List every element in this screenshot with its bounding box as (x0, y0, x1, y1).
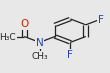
Text: N: N (36, 38, 43, 48)
Text: F: F (98, 15, 104, 25)
Text: H₃C: H₃C (0, 33, 16, 42)
Text: CH₃: CH₃ (31, 52, 48, 61)
Text: O: O (20, 19, 28, 29)
Text: F: F (67, 50, 73, 60)
